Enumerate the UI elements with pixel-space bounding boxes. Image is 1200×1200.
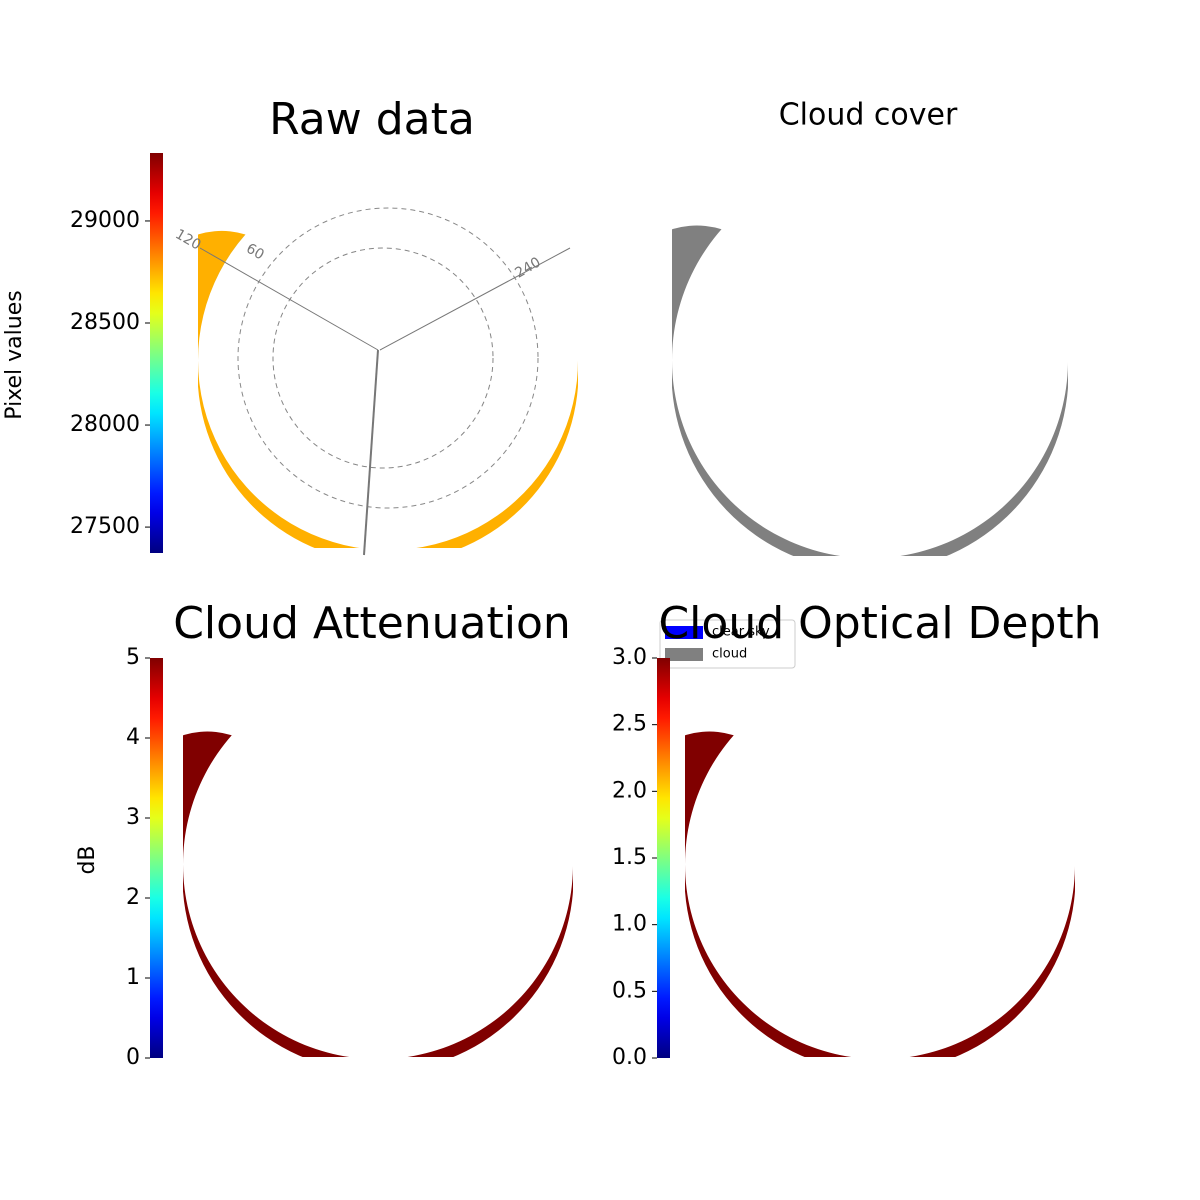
- panel-title: Cloud cover: [779, 98, 958, 133]
- colorbar: [150, 658, 163, 1058]
- tick-label: 0.0: [612, 1045, 647, 1070]
- polar-label: 240: [512, 254, 543, 281]
- tick-label: 2.5: [612, 712, 647, 737]
- tick-label: 2.0: [612, 778, 647, 803]
- mast-head: [348, 842, 380, 872]
- sky-image: [198, 230, 578, 553]
- sky-image: [183, 731, 573, 1062]
- legend-label: cloud: [712, 647, 747, 662]
- cloud-area: [672, 225, 1068, 556]
- mast: [842, 368, 875, 561]
- tick-label: 29000: [70, 208, 140, 233]
- tick-label: 2: [126, 885, 140, 910]
- polar-ring: [272, 247, 494, 469]
- legend-label: clear sky: [712, 625, 770, 640]
- colorbar-label: dB: [75, 845, 100, 874]
- sky-image: [672, 225, 1068, 561]
- colorbar: [657, 658, 670, 1058]
- clear-area: [721, 225, 1059, 547]
- panel-title: Cloud Optical Depth: [658, 598, 1101, 649]
- tick-label: 28500: [70, 310, 140, 335]
- polar-spoke: [379, 247, 571, 351]
- sky-field: [183, 731, 573, 1057]
- mast-head: [850, 842, 882, 872]
- tick-label: 4: [126, 725, 140, 750]
- tick-label: 5: [126, 645, 140, 670]
- tick-label: 0.5: [612, 978, 647, 1003]
- sky-field: [685, 731, 1075, 1057]
- panel-title: Cloud Attenuation: [173, 598, 571, 649]
- colorbar-label: Pixel values: [2, 290, 27, 419]
- tick-label: 1: [126, 965, 140, 990]
- tick-label: 3.0: [612, 645, 647, 670]
- legend-swatch: [665, 626, 703, 639]
- polar-ring: [237, 207, 539, 509]
- legend-swatch: [665, 648, 703, 661]
- tick-label: 1.0: [612, 912, 647, 937]
- sky-field: [198, 230, 578, 548]
- tick-label: 27500: [70, 514, 140, 539]
- mast-head: [840, 338, 872, 368]
- tick-label: 28000: [70, 412, 140, 437]
- tick-label: 1.5: [612, 845, 647, 870]
- panel-title: Raw data: [269, 94, 475, 145]
- colorbar: [150, 153, 163, 553]
- mast: [350, 872, 383, 1062]
- polar-spoke: [199, 247, 379, 351]
- sky-image: [685, 731, 1075, 1062]
- tick-label: 0: [126, 1045, 140, 1070]
- mast-head: [358, 338, 390, 368]
- mast: [360, 368, 393, 553]
- polar-spoke: [363, 349, 379, 556]
- polar-label: 60: [243, 241, 266, 264]
- tick-label: 3: [126, 805, 140, 830]
- mast: [852, 872, 885, 1062]
